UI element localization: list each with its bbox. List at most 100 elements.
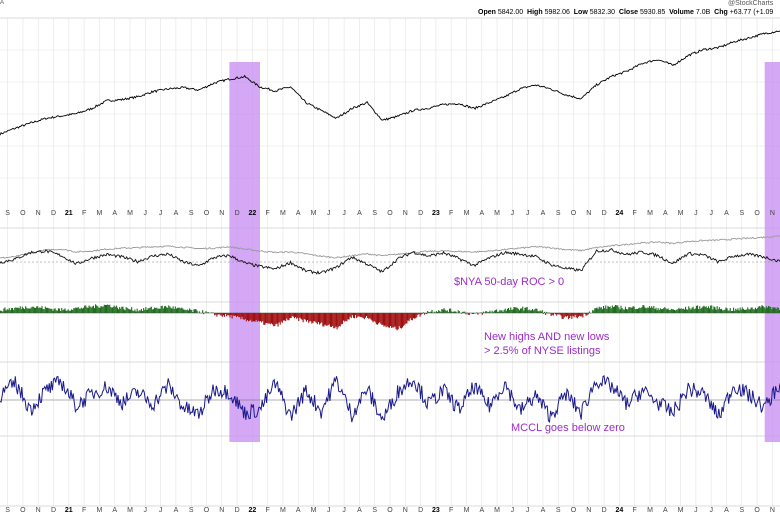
hilo-bar <box>737 308 739 313</box>
hilo-bar <box>433 311 435 313</box>
hilo-bar <box>518 310 520 313</box>
hilo-bar <box>592 310 594 313</box>
hilo-bar <box>218 313 220 315</box>
hilo-bar <box>282 313 284 321</box>
hilo-bar <box>700 308 702 313</box>
hilo-bar <box>560 313 562 316</box>
x-tick-label: S <box>739 210 744 217</box>
x-tick-label: J <box>694 507 698 514</box>
hilo-bar <box>149 307 151 313</box>
hilo-bar <box>561 313 563 319</box>
hilo-bar <box>398 313 400 327</box>
hilo-bar <box>521 308 523 313</box>
chg-label: Chg <box>714 9 728 16</box>
x-tick-label: M <box>280 210 286 217</box>
hilo-bar <box>777 307 779 313</box>
hilo-bar <box>575 313 577 318</box>
hilo-bar <box>322 313 324 327</box>
x-tick-label: D <box>51 210 56 217</box>
x-tick-label: A <box>479 210 484 217</box>
hilo-bar <box>771 309 773 313</box>
hilo-bar <box>106 305 108 313</box>
hilo-bar <box>131 307 133 313</box>
hilo-bar <box>159 308 161 313</box>
x-tick-label: F <box>633 507 637 514</box>
hilo-bar <box>651 306 653 313</box>
hilo-bar <box>440 311 442 313</box>
hilo-bar <box>76 308 78 313</box>
hilo-bar <box>458 311 460 313</box>
hilo-bar <box>344 313 346 322</box>
hilo-bar <box>138 310 140 313</box>
hilo-bar <box>67 309 69 313</box>
hilo-bar <box>260 313 262 322</box>
hilo-bar <box>747 307 749 313</box>
hilo-bar <box>154 307 156 313</box>
hilo-bar <box>361 313 363 318</box>
hilo-bar <box>631 307 633 313</box>
x-tick-label: 23 <box>432 507 440 514</box>
hilo-bar <box>8 308 10 313</box>
hilo-bar <box>394 313 396 327</box>
low-value: 5832.30 <box>589 9 616 16</box>
x-tick-label: S <box>5 507 10 514</box>
hilo-bar <box>740 309 742 313</box>
hilo-bar <box>722 310 724 313</box>
hilo-bar <box>524 307 526 313</box>
hilo-bar <box>697 305 699 313</box>
x-tick-label: O <box>754 507 760 514</box>
hilo-bar <box>174 306 176 313</box>
hilo-bar <box>311 313 313 324</box>
hilo-bar <box>429 312 431 313</box>
hilo-bar <box>766 307 768 313</box>
hilo-bar <box>175 308 177 313</box>
hilo-bar <box>155 307 157 313</box>
hilo-bar <box>542 313 544 314</box>
hilo-bar <box>527 310 529 313</box>
hilo-bar <box>310 313 312 322</box>
hilo-bar <box>314 313 316 322</box>
hilo-bar <box>473 313 475 314</box>
hilo-bar <box>31 306 33 313</box>
hilo-bar <box>467 313 469 315</box>
hilo-bar <box>418 313 420 314</box>
hilo-bar <box>587 313 589 315</box>
hilo-bar <box>24 309 26 313</box>
hilo-bar <box>461 313 463 314</box>
hilo-bar <box>120 308 122 313</box>
hilo-bar <box>620 305 622 313</box>
hilo-bar <box>725 307 727 313</box>
hilo-bar <box>648 306 650 313</box>
hilo-bar <box>274 313 276 327</box>
hilo-bar <box>202 310 204 313</box>
hilo-bar <box>214 313 216 316</box>
hilo-bar <box>640 308 642 313</box>
hilo-bar <box>347 313 349 320</box>
hilo-bar <box>4 307 6 313</box>
hilo-bar <box>370 313 372 320</box>
hilo-bar <box>391 313 393 328</box>
x-tick-label: J <box>327 210 331 217</box>
hilo-bar <box>411 313 413 321</box>
hilo-bar <box>626 309 628 313</box>
hilo-bar <box>351 313 353 316</box>
hilo-bar <box>373 313 375 321</box>
hilo-bar <box>723 310 725 313</box>
hilo-bar <box>217 313 219 315</box>
hilo-bar <box>375 313 377 325</box>
hilo-bar <box>741 307 743 313</box>
x-tick-label: A <box>112 210 117 217</box>
hilo-bar <box>534 309 536 313</box>
hilo-bar <box>486 311 488 313</box>
hilo-bar <box>256 313 258 322</box>
x-tick-label: M <box>464 210 470 217</box>
hilo-bar <box>517 308 519 313</box>
hilo-bar <box>593 310 595 313</box>
hilo-bar <box>151 309 153 313</box>
hilo-bar <box>183 309 185 313</box>
hilo-bar <box>703 305 705 313</box>
x-tick-label: N <box>586 210 591 217</box>
x-tick-label: D <box>418 507 423 514</box>
hilo-bar <box>142 311 144 313</box>
hilo-bar <box>463 311 465 313</box>
